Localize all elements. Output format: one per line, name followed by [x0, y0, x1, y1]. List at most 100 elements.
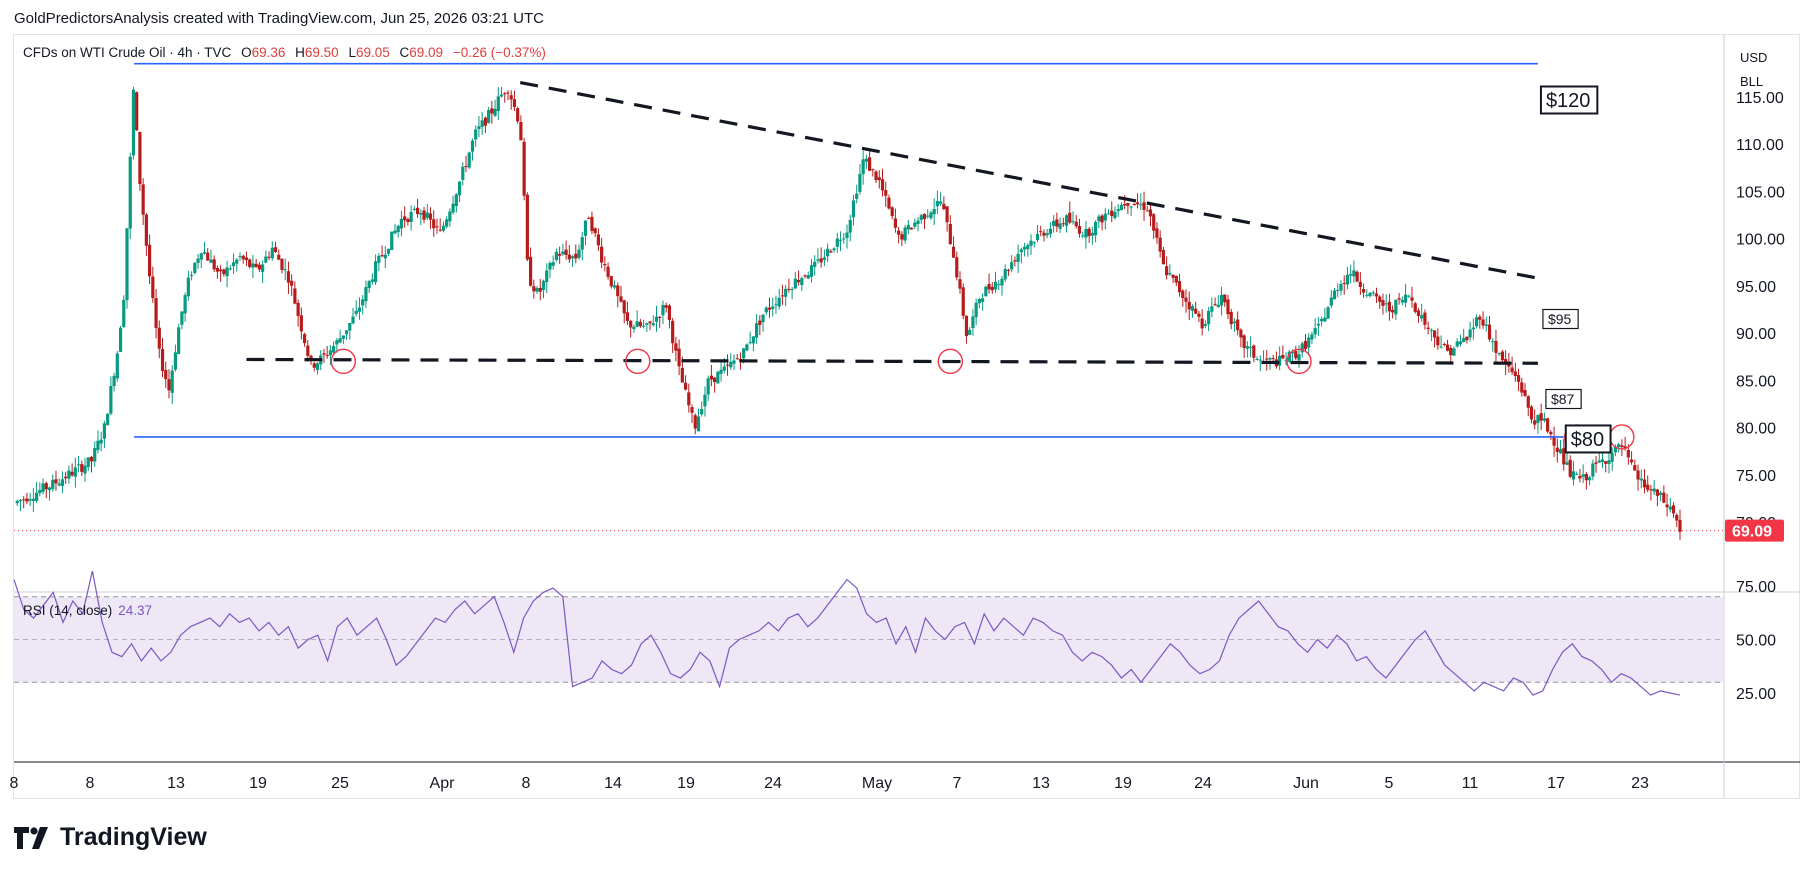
candle-body: [1678, 519, 1682, 532]
candle-body: [671, 320, 675, 344]
candle-body: [1084, 228, 1088, 238]
candle-body: [348, 322, 352, 331]
tradingview-brand[interactable]: TradingView: [14, 823, 207, 852]
candle-body: [1129, 206, 1133, 208]
candle-body: [1436, 336, 1440, 346]
candle-body: [948, 223, 952, 245]
candle-body: [1604, 461, 1608, 464]
candle-body: [1578, 475, 1582, 479]
candle-body: [1365, 294, 1369, 296]
level-label-95-box: [1542, 308, 1579, 330]
candle-body: [206, 252, 210, 261]
candle-body: [754, 323, 759, 338]
time-tick-label: 19: [677, 775, 695, 792]
candle-body: [648, 321, 652, 324]
touch-circle: [937, 348, 964, 375]
candle-body: [1171, 274, 1175, 278]
candle-body: [700, 409, 704, 415]
candle-body: [1617, 444, 1621, 448]
time-tick-label: 14: [604, 775, 622, 792]
symbol-name[interactable]: CFDs on WTI Crude Oil · 4h · TVC: [23, 45, 232, 60]
candle-body: [1342, 282, 1346, 284]
candle-body: [280, 259, 284, 270]
price-units[interactable]: USD BLL: [1740, 46, 1767, 94]
candle-body: [383, 254, 387, 259]
price-tick-label: 85.00: [1736, 373, 1776, 390]
candle-body: [984, 286, 988, 297]
candle-body: [1158, 237, 1162, 252]
candle-body: [1152, 214, 1156, 231]
candle-body: [73, 467, 77, 477]
candle-body: [1581, 474, 1585, 477]
unit-label[interactable]: BLL: [1740, 74, 1764, 89]
candle-body: [312, 363, 316, 368]
candle-body: [1374, 293, 1379, 297]
candle-body: [1039, 231, 1043, 233]
candle-body: [302, 334, 307, 344]
candle-body: [487, 109, 491, 123]
candle-body: [1426, 327, 1430, 330]
candle-body: [735, 358, 739, 360]
candle-body: [315, 363, 320, 370]
candle-body: [964, 315, 969, 337]
candle-body: [451, 203, 455, 213]
candle-body: [596, 234, 600, 246]
candle-body: [826, 248, 830, 257]
candle-body: [958, 279, 962, 289]
candle-body: [1568, 459, 1572, 477]
candle-body: [1278, 355, 1282, 366]
candle-body: [913, 222, 917, 227]
candle-body: [903, 227, 907, 241]
candle-body: [971, 316, 975, 329]
rsi-name[interactable]: RSI (14, close): [23, 603, 113, 618]
candle-body: [93, 448, 97, 462]
candle-body: [1022, 246, 1027, 250]
candle-body: [322, 353, 326, 355]
candle-body: [955, 257, 959, 278]
candle-body: [993, 281, 998, 290]
candle-body: [803, 275, 807, 277]
candle-body: [561, 251, 565, 255]
candle-body: [41, 483, 45, 492]
candle-body: [858, 174, 862, 192]
touch-circle: [625, 348, 651, 375]
candle-body: [1523, 390, 1527, 396]
candle-body: [125, 228, 129, 301]
currency-label[interactable]: USD: [1740, 50, 1768, 65]
candle-body: [193, 262, 197, 273]
candle-body: [1652, 488, 1656, 492]
candle-body: [1539, 413, 1543, 421]
candle-body: [1387, 301, 1392, 312]
candle-body: [851, 200, 856, 218]
candle-body: [541, 280, 546, 290]
candle-body: [522, 141, 526, 196]
candle-body: [677, 348, 681, 367]
candle-body: [183, 295, 187, 314]
candle-body: [1184, 297, 1188, 302]
candle-body: [31, 498, 35, 501]
neckline-dashed-87: [246, 357, 1538, 365]
candle-body: [612, 285, 617, 288]
candle-body: [441, 225, 446, 231]
rsi-line: [13, 570, 1681, 696]
candle-body: [422, 210, 426, 220]
candle-body: [1106, 213, 1111, 215]
candle-body: [593, 228, 597, 234]
last-price-tag: [1725, 519, 1784, 542]
candle-body: [1200, 318, 1204, 329]
level-label-87-box: [1545, 388, 1582, 410]
candle-body: [1562, 448, 1566, 465]
candle-body: [1542, 418, 1546, 421]
candle-body: [1097, 216, 1101, 222]
candle-body: [577, 249, 581, 258]
candle-body: [1187, 301, 1191, 310]
candle-body: [1355, 271, 1359, 282]
rsi-value: 24.37: [118, 603, 153, 618]
candle-body: [603, 264, 607, 266]
candle-body: [51, 479, 55, 489]
candle-body: [248, 259, 252, 267]
candle-body: [148, 244, 152, 277]
candle-body: [713, 377, 717, 383]
candle-body: [1623, 446, 1627, 449]
